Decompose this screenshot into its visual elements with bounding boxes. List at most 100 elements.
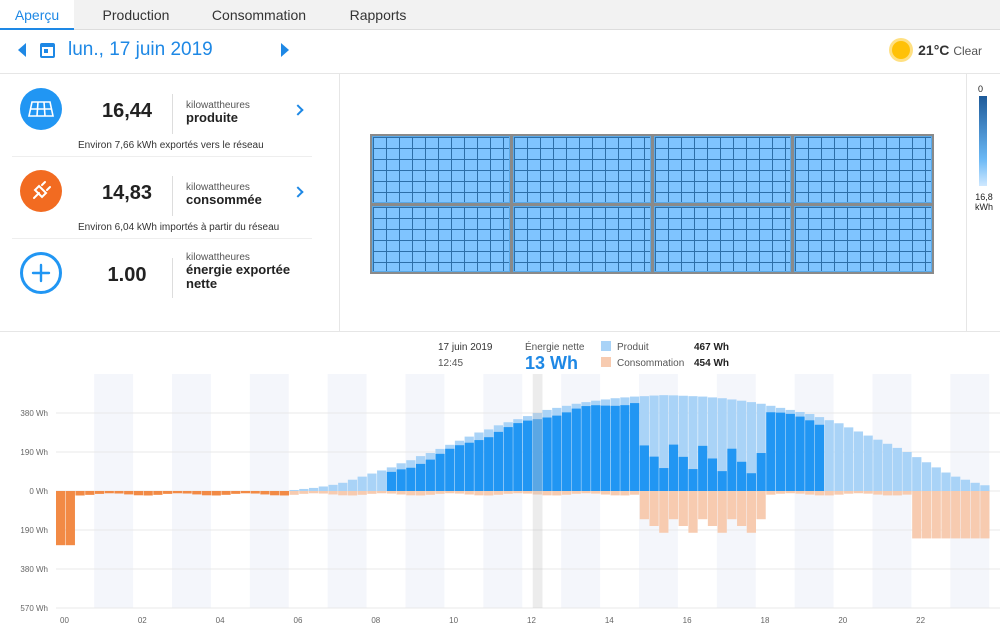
consumption-bar xyxy=(279,491,289,496)
consumption-bar xyxy=(639,491,649,520)
consumption-bar xyxy=(785,491,795,494)
tooltip-date: 17 juin 2019 xyxy=(438,342,493,353)
production-bar xyxy=(970,482,980,491)
consumption-bar xyxy=(970,491,980,539)
consumption-bar xyxy=(561,491,572,495)
consumption-bar xyxy=(853,491,864,494)
consumption-bar xyxy=(308,491,319,494)
export-bar xyxy=(727,448,737,491)
tab-apercu[interactable]: Aperçu xyxy=(0,0,74,30)
export-bar xyxy=(620,405,630,491)
export-bar xyxy=(542,417,552,491)
consumption-bar xyxy=(338,491,348,496)
color-scale-legend: 0 16,8 kWh xyxy=(966,74,1000,332)
export-bar xyxy=(756,453,766,491)
consumption-bar xyxy=(931,491,941,539)
production-bar xyxy=(707,397,718,491)
consumption-bar xyxy=(484,491,494,496)
current-date[interactable]: lun., 17 juin 2019 xyxy=(68,39,213,60)
tab-consommation[interactable]: Consommation xyxy=(211,7,307,23)
production-bar xyxy=(367,473,377,491)
consumed-value: 14,83 xyxy=(101,182,153,204)
production-bar xyxy=(746,402,756,491)
consumption-bar xyxy=(260,491,270,495)
x-tick-label: 12 xyxy=(527,616,536,625)
consumption-bar xyxy=(503,491,513,494)
consumption-bar xyxy=(941,491,951,539)
consumption-bar xyxy=(766,491,776,495)
consumption-bar xyxy=(668,491,679,520)
next-day-icon[interactable] xyxy=(281,43,289,57)
consumption-bar xyxy=(201,491,212,496)
consumption-bar xyxy=(698,491,708,520)
consumption-bar xyxy=(571,491,581,494)
weather-condition: Clear xyxy=(953,44,982,58)
solar-panel[interactable] xyxy=(653,205,792,272)
selection-cursor xyxy=(532,374,543,608)
production-bar xyxy=(717,398,727,491)
export-bar xyxy=(678,456,688,491)
production-bar xyxy=(931,467,941,491)
consumption-bar xyxy=(396,491,406,495)
consumption-bar xyxy=(688,491,698,533)
production-bar xyxy=(668,395,679,491)
consumption-bar xyxy=(94,491,105,494)
consumption-bar xyxy=(192,491,202,495)
plus-icon xyxy=(20,252,62,294)
divider xyxy=(12,238,312,239)
production-bar xyxy=(357,476,367,491)
divider xyxy=(12,156,312,157)
production-bar xyxy=(951,476,961,491)
export-bar xyxy=(717,471,727,491)
tab-production[interactable]: Production xyxy=(102,7,170,23)
export-bar xyxy=(600,405,611,491)
y-tick-label: 570 Wh xyxy=(20,604,48,613)
export-bar xyxy=(386,471,397,491)
solar-panel[interactable] xyxy=(794,205,932,272)
consumption-bar xyxy=(367,491,377,494)
solar-panel[interactable] xyxy=(653,136,792,203)
scale-min: 0 xyxy=(978,84,984,94)
export-bar xyxy=(425,459,435,491)
previous-day-icon[interactable] xyxy=(18,43,26,57)
separator xyxy=(172,258,173,298)
plug-icon xyxy=(20,170,62,212)
net-value: 1.00 xyxy=(107,264,147,286)
export-bar xyxy=(561,412,572,491)
consumption-bar xyxy=(133,491,144,496)
solar-panel[interactable] xyxy=(512,205,651,272)
export-bar xyxy=(659,468,669,491)
solar-panel[interactable] xyxy=(372,136,510,203)
export-bar xyxy=(581,406,591,491)
consumption-bar xyxy=(727,491,737,520)
tooltip-produced-value: 467 Wh xyxy=(694,342,729,353)
production-bar xyxy=(853,431,864,491)
scale-max-value: 16,8 xyxy=(975,192,993,202)
production-bar xyxy=(698,396,708,491)
solar-panel[interactable] xyxy=(794,136,932,203)
export-bar xyxy=(649,456,659,491)
energy-chart-svg[interactable]: 380 Wh 190 Wh 0 Wh 190 Wh 380 Wh 570 Wh 00 02 0… xyxy=(0,332,1000,631)
separator xyxy=(172,94,173,134)
solar-panel[interactable] xyxy=(512,136,651,203)
consumption-bar xyxy=(552,491,562,496)
export-bar xyxy=(814,424,825,491)
consumption-bar xyxy=(775,491,786,494)
export-bar xyxy=(805,420,815,491)
tab-rapports[interactable]: Rapports xyxy=(349,7,407,23)
production-bar xyxy=(737,400,747,491)
consumption-bar xyxy=(659,491,669,533)
consumption-bar xyxy=(114,491,124,494)
y-tick-label: 0 Wh xyxy=(29,487,48,496)
export-bar xyxy=(571,408,581,491)
production-bar xyxy=(844,427,854,491)
export-bar xyxy=(746,473,756,491)
x-tick-label: 10 xyxy=(449,616,458,625)
consumption-bar xyxy=(182,491,192,494)
solar-panel-grid xyxy=(370,134,934,274)
solar-panel[interactable] xyxy=(372,205,510,272)
stat-consumed: 14,83 kilowattheures consommée Environ 6… xyxy=(12,162,312,244)
weather-info: 21°C Clear xyxy=(892,41,982,59)
scale-unit: kWh xyxy=(975,202,993,212)
calendar-icon[interactable] xyxy=(40,43,55,58)
